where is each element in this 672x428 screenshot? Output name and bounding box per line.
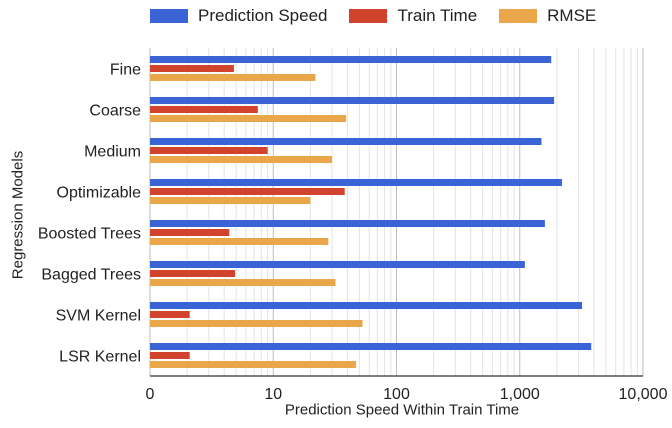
x-axis-title: Prediction Speed Within Train Time [284,401,520,419]
y-category-label: Medium [84,144,141,161]
bar [150,97,555,104]
bar [150,179,562,186]
x-tick-label: 1,000 [500,386,540,403]
y-category-label: Fine [110,62,141,79]
bar [150,156,333,163]
legend-item-prediction-speed: Prediction Speed [150,6,327,26]
y-category-label: Coarse [89,103,141,120]
legend-swatch-prediction-speed [150,9,188,23]
y-category-label: SVM Kernel [56,308,141,325]
bar [150,115,347,122]
legend-swatch-train-time [349,9,388,23]
legend-label-train-time: Train Time [397,6,478,25]
bar [150,279,336,286]
legend-label-prediction-speed: Prediction Speed [198,6,328,25]
bar [150,261,525,268]
bar [150,311,190,318]
x-tick-label: 10 [264,386,282,403]
bar [150,320,363,327]
bar [150,270,236,277]
bar [150,147,268,154]
bar [150,188,345,195]
bar [150,229,230,236]
bar [150,138,542,145]
y-category-label: Bagged Trees [41,267,141,284]
bar [150,361,357,368]
x-tick-label: 10,000 [619,386,668,403]
y-category-label: LSR Kernel [59,349,141,366]
bar [150,56,552,63]
bar [150,220,545,227]
bar [150,197,311,204]
bar [150,343,592,350]
legend-label-rmse: RMSE [547,6,597,25]
legend-item-train-time: Train Time [349,6,477,26]
x-tick-label: 100 [383,386,410,403]
bar [150,65,234,72]
legend: Prediction Speed Train Time RMSE [150,6,618,26]
bar [150,74,316,81]
y-category-label: Boosted Trees [38,226,141,243]
bar [150,238,329,245]
legend-item-rmse: RMSE [499,6,596,26]
x-tick-label: 0 [146,386,155,403]
legend-swatch-rmse [499,9,538,23]
bar [150,352,190,359]
bar [150,302,583,309]
y-category-label: Optimizable [57,185,142,202]
bar [150,106,258,113]
